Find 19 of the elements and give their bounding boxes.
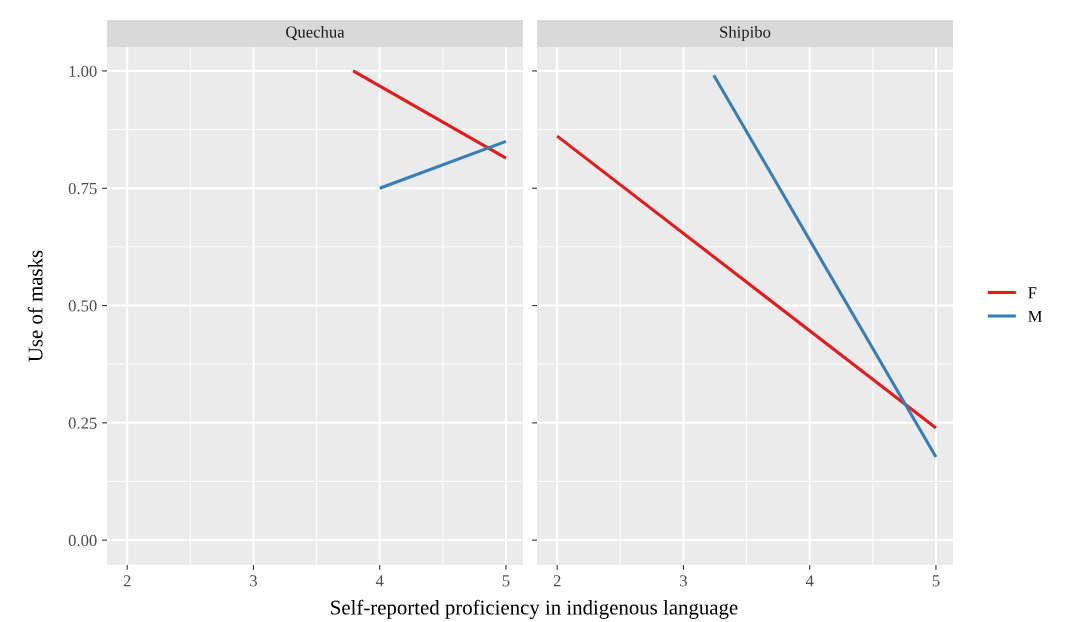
x-tick-label: 4 (375, 575, 384, 587)
legend-label: F (1028, 287, 1037, 299)
y-axis-title: Use of masks (27, 250, 43, 362)
legend-label: M (1028, 310, 1043, 322)
y-tick-label: 0.50 (68, 300, 97, 312)
x-tick-label: 5 (932, 575, 940, 587)
y-tick-label: 0.00 (68, 534, 97, 547)
x-tick-label: 5 (502, 575, 510, 587)
x-tick-label: 4 (805, 575, 814, 587)
y-tick-label: 0.75 (68, 182, 97, 195)
chart-title: Shipibo (720, 25, 771, 42)
x-tick-label: 3 (250, 575, 257, 587)
x-tick-label: 2 (553, 575, 561, 587)
y-tick-label: 0.25 (68, 417, 97, 429)
chart-title: Quechua (286, 25, 345, 41)
x-tick-label: 2 (123, 575, 131, 587)
y-tick-label: 1.00 (69, 65, 97, 77)
x-axis-title: Self-reported proficiency in indigenous language (331, 599, 738, 619)
x-tick-label: 3 (680, 575, 687, 587)
